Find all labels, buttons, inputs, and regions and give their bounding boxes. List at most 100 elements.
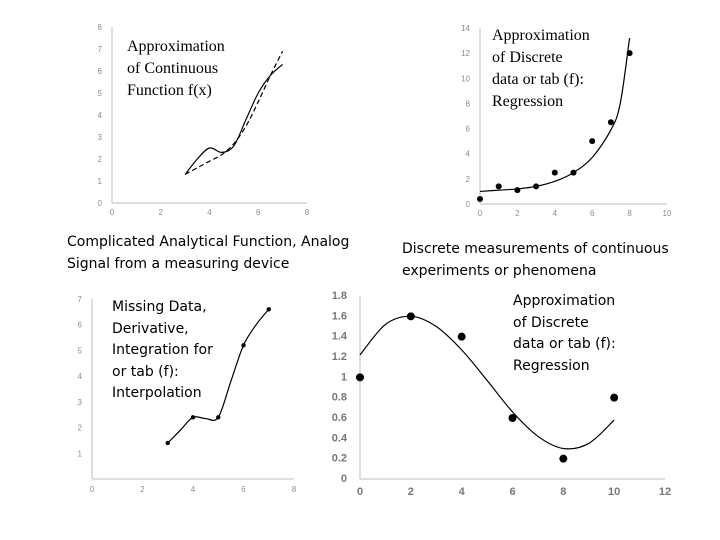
chart-discrete-regression-exp: 0 2 4 6 8 10 0 2 4 6 8 10 12 14 — [461, 24, 672, 218]
panel3-label-line: Integration for — [112, 342, 213, 358]
function-solid-line — [184, 63, 284, 175]
panel2-label: Approximation of Discrete data or tab (f… — [492, 25, 590, 113]
x-tick-label: 4 — [459, 486, 466, 498]
y-tick-label: 3 — [98, 133, 103, 142]
panel4-label-line: Approximation — [513, 293, 616, 309]
data-point — [610, 393, 619, 402]
x-tick-label: 8 — [305, 208, 310, 217]
y-tick-label: 7 — [98, 45, 103, 54]
x-tick-label: 0 — [478, 209, 483, 218]
panel3-label-line: Missing Data, — [112, 299, 207, 315]
caption-left-line: Signal from a measuring device — [67, 256, 290, 272]
x-tick-label: 4 — [191, 485, 196, 494]
panel2-label-line: Approximation — [492, 27, 590, 44]
panel4-label-line: Regression — [513, 357, 590, 374]
data-point — [495, 183, 502, 190]
data-point — [165, 440, 170, 446]
approximation-dashed-line — [184, 50, 284, 175]
y-tick-label: 8 — [98, 23, 103, 32]
panel1-label-line: Approximation — [127, 38, 225, 55]
data-point — [241, 343, 246, 348]
data-point — [589, 138, 596, 145]
chart-continuous-function: 0 2 4 6 8 0 1 2 3 4 5 6 7 8 — [98, 23, 310, 217]
y-tick-label: 10 — [461, 74, 470, 83]
y-tick-label: 7 — [78, 295, 83, 304]
panel2-label-line: data or tab (f): — [492, 71, 584, 88]
data-point — [533, 183, 540, 190]
data-point — [626, 50, 633, 57]
panel4-label-line: data or tab (f): — [513, 336, 616, 352]
x-tick-label: 4 — [207, 208, 212, 217]
x-tick-label: 2 — [408, 486, 414, 498]
y-tick-label: 2 — [78, 424, 83, 433]
y-tick-label: 4 — [466, 150, 471, 159]
x-tick-label: 0 — [357, 486, 363, 498]
fit-curve — [479, 37, 631, 193]
y-tick-label: 1 — [98, 177, 103, 186]
data-point — [356, 373, 364, 382]
x-tick-label: 0 — [90, 485, 95, 494]
caption-right-line: Discrete measurements of continuous — [402, 241, 669, 257]
y-tick-label: 6 — [98, 67, 103, 76]
fit-curve — [359, 315, 615, 450]
y-tick-label: 5 — [78, 346, 83, 355]
panel4-label-line: of Discrete — [513, 314, 589, 331]
y-tick-label: 1 — [341, 371, 347, 383]
data-point — [551, 169, 558, 176]
y-tick-label: 2 — [98, 155, 103, 164]
caption-left: Complicated Analytical Function, Analog … — [67, 231, 349, 275]
y-tick-label: 4 — [98, 111, 103, 120]
x-tick-label: 10 — [608, 486, 620, 498]
y-tick-label: 1.2 — [332, 351, 347, 363]
x-tick-label: 6 — [590, 209, 595, 218]
y-tick-label: 3 — [78, 398, 83, 407]
x-tick-label: 8 — [560, 486, 566, 498]
y-tick-label: 1 — [78, 449, 83, 458]
panel3-label: Missing Data, Derivative, Integration fo… — [112, 297, 213, 405]
y-tick-label: 0 — [466, 200, 471, 209]
y-tick-label: 0 — [341, 473, 347, 485]
panel3-label-line: or tab (f): — [112, 363, 179, 380]
panel2-label-line: Regression — [492, 93, 564, 110]
x-tick-label: 12 — [659, 486, 671, 498]
x-tick-label: 10 — [663, 209, 672, 218]
y-tick-label: 8 — [466, 99, 471, 108]
y-tick-label: 4 — [78, 372, 83, 381]
panel4-label: Approximation of Discrete data or tab (f… — [513, 291, 616, 377]
panel1-label-line: Function f(x) — [127, 82, 212, 99]
data-point — [570, 169, 577, 176]
panel2-label-line: of Discrete — [492, 49, 563, 66]
y-tick-label: 0.6 — [332, 412, 347, 424]
data-point — [559, 454, 568, 463]
x-tick-label: 2 — [515, 209, 520, 218]
panel1-label: Approximation of Continuous Function f(x… — [127, 36, 225, 102]
chart-interpolation: 0 2 4 6 8 1 2 3 4 5 6 7 — [78, 295, 297, 494]
x-tick-label: 6 — [509, 486, 515, 498]
y-tick-label: 0 — [98, 199, 103, 208]
x-tick-label: 6 — [256, 208, 261, 217]
x-tick-label: 6 — [241, 485, 246, 494]
y-tick-label: 1.6 — [332, 310, 347, 322]
panel3-label-line: Interpolation — [112, 385, 202, 401]
y-tick-label: 6 — [78, 321, 83, 330]
y-tick-label: 6 — [466, 125, 471, 134]
data-point — [508, 414, 517, 422]
data-point — [457, 332, 466, 341]
y-tick-label: 0.2 — [332, 453, 347, 465]
y-tick-label: 12 — [461, 49, 470, 58]
chart-discrete-regression-wave: 0 2 4 6 8 10 12 0 0.2 0.4 0.6 0.8 1 1.2 1.4 1.6 1.8 — [332, 290, 671, 498]
x-tick-label: 2 — [159, 208, 164, 217]
y-tick-label: 14 — [461, 24, 470, 33]
x-tick-label: 2 — [140, 485, 145, 494]
data-point — [607, 119, 614, 126]
data-point — [514, 187, 521, 194]
caption-right: Discrete measurements of continuous expe… — [402, 238, 669, 282]
data-point — [477, 195, 483, 202]
caption-left-line: Complicated Analytical Function, Analog — [67, 234, 350, 250]
data-point — [216, 415, 221, 420]
x-tick-label: 8 — [627, 209, 632, 218]
data-point — [266, 307, 271, 312]
y-tick-label: 1.8 — [332, 290, 347, 302]
x-tick-label: 4 — [553, 209, 558, 218]
